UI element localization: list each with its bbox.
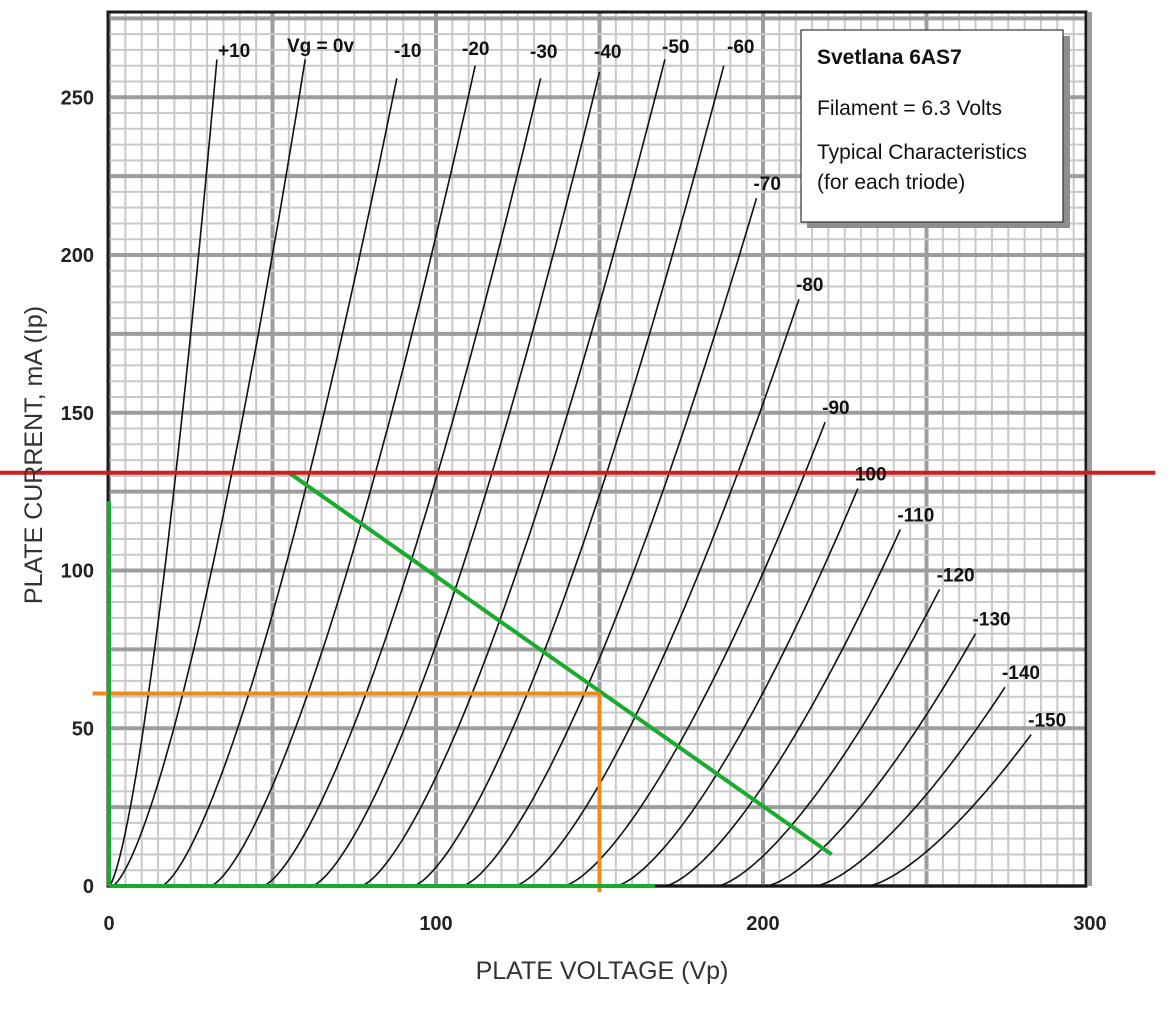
y-tick-label: 50: [72, 718, 94, 740]
info-box-title: Svetlana 6AS7: [817, 46, 962, 69]
curve-label: -140: [1002, 663, 1040, 684]
tick-labels: 0 100 200 300 0 50 100 150 200 250: [61, 87, 1107, 935]
curve-label: -50: [662, 37, 689, 58]
x-tick-label: 100: [419, 913, 452, 935]
curve-label: -130: [973, 610, 1011, 631]
curve-label: Vg = 0v: [287, 36, 354, 57]
curve-110: [664, 529, 902, 887]
curve-label: -90: [822, 398, 849, 419]
curve-Vg-0v: [111, 59, 306, 887]
curve-label: -10: [394, 41, 421, 62]
y-tick-label: 100: [61, 561, 94, 583]
y-tick-label: 150: [61, 403, 94, 425]
x-tick-label: 0: [103, 913, 114, 935]
x-tick-label: 200: [746, 913, 779, 935]
info-box-line: Filament = 6.3 Volts: [817, 97, 1002, 120]
curve-label: -80: [796, 275, 823, 296]
curve-50: [360, 59, 666, 887]
y-tick-label: 250: [61, 87, 94, 109]
curve-30: [262, 78, 542, 887]
info-box: Svetlana 6AS7 Filament = 6.3 Volts Typic…: [800, 29, 1070, 228]
load-line-line: [287, 471, 833, 857]
curve-label: -40: [594, 42, 621, 63]
curve-label: -110: [897, 505, 934, 526]
curve-label: +10: [218, 41, 250, 62]
curve-140: [815, 686, 1006, 887]
y-axis-title: PLATE CURRENT, mA (Ip): [20, 306, 48, 604]
curve-label: -70: [753, 174, 780, 195]
curve-90: [563, 421, 826, 887]
curve-label: -150: [1028, 711, 1066, 732]
curve-10: [108, 59, 218, 887]
curve-label: -30: [530, 42, 557, 63]
y-tick-label: 200: [61, 245, 94, 267]
curve-120: [717, 589, 941, 887]
curve-80: [514, 298, 800, 887]
curve-label: -120: [937, 565, 975, 586]
curve-130: [766, 633, 977, 887]
curve-labels: +10 Vg = 0v -10 -20 -30 -40 -50 -60 -70 -80 -90 100…: [218, 36, 1066, 732]
curve-70: [461, 197, 758, 887]
info-box-line: Typical Characteristics: [817, 141, 1027, 164]
curve-label: -60: [727, 37, 754, 58]
x-axis-title: PLATE VOLTAGE (Vp): [476, 957, 729, 985]
curve-label: -20: [462, 39, 489, 60]
info-box-line: (for each triode): [817, 171, 965, 194]
y-tick-label: 0: [83, 876, 94, 898]
curve-10: [160, 78, 398, 887]
characteristic-curves: [108, 59, 1032, 887]
curve-label: 100: [855, 464, 887, 485]
curve-60: [412, 65, 725, 887]
x-tick-label: 300: [1073, 913, 1106, 935]
info-box-frame: [800, 29, 1064, 223]
curve-100: [615, 488, 859, 887]
overlay-lines: [0, 470, 1156, 893]
curve-150: [867, 734, 1032, 887]
curve-20: [210, 65, 476, 887]
